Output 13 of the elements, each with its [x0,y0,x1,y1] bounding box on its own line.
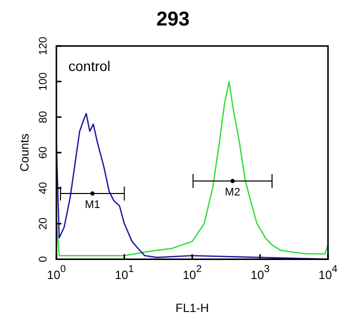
chart-title: 293 [156,8,190,31]
y-tick-label: 80 [37,110,50,124]
y-axis-title: Counts [18,134,32,172]
y-tick-label: 0 [37,256,50,262]
y-tick-label: 100 [37,72,50,91]
x-axis-title: FL1-H [176,301,209,316]
annotation: control [68,58,110,74]
y-tick-label: 20 [37,218,50,230]
data-label: M1 [84,198,100,211]
data-label: M2 [224,186,240,199]
y-tick-label: 120 [37,36,50,56]
y-tick-label: 60 [37,146,50,159]
y-tick-label: 40 [37,182,50,194]
